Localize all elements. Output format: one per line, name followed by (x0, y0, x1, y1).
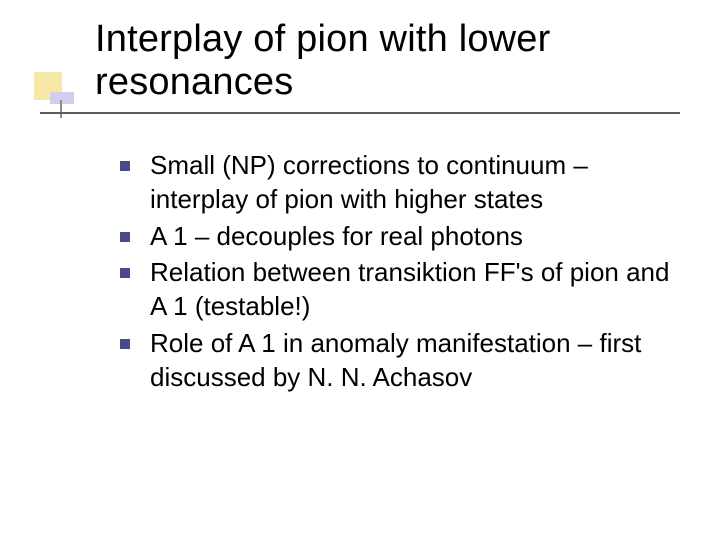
bullet-text: Role of A 1 in anomaly manifestation – f… (150, 326, 680, 395)
bullet-text: Relation between transiktion FF's of pio… (150, 255, 680, 324)
bullet-text: Small (NP) corrections to continuum – in… (150, 148, 680, 217)
list-item: Small (NP) corrections to continuum – in… (120, 148, 680, 217)
title-underline (40, 112, 680, 114)
slide-title: Interplay of pion with lower resonances (95, 18, 675, 103)
bullet-icon (120, 339, 130, 349)
bullet-icon (120, 232, 130, 242)
bullet-icon (120, 161, 130, 171)
bullet-icon (120, 268, 130, 278)
bullet-text: A 1 – decouples for real photons (150, 219, 680, 253)
body-block: Small (NP) corrections to continuum – in… (120, 148, 680, 396)
slide: Interplay of pion with lower resonances … (0, 0, 720, 540)
title-accent-bar (50, 92, 74, 104)
title-block: Interplay of pion with lower resonances (95, 18, 675, 103)
list-item: Role of A 1 in anomaly manifestation – f… (120, 326, 680, 395)
list-item: Relation between transiktion FF's of pio… (120, 255, 680, 324)
title-accent-tick (60, 100, 62, 118)
list-item: A 1 – decouples for real photons (120, 219, 680, 253)
